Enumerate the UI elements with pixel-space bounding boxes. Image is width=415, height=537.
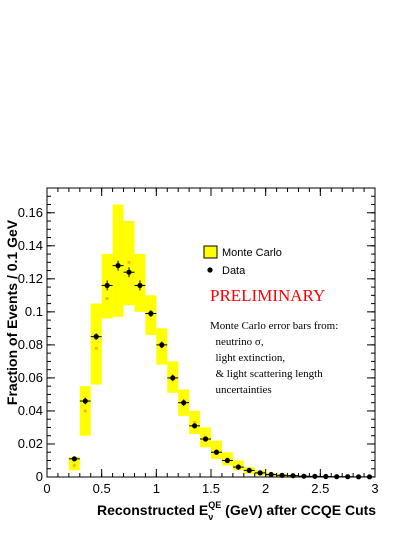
note-line: uncertainties — [210, 384, 272, 396]
preliminary-label: PRELIMINARY — [210, 286, 325, 305]
x-axis-title-subscript: ν — [208, 512, 213, 522]
x-tick-label: 1 — [153, 481, 160, 496]
legend-data-marker — [207, 267, 213, 273]
mc-band-bin — [68, 457, 80, 471]
data-point — [213, 449, 220, 455]
x-axis-title-rest: (GeV) after CCQE Cuts — [221, 502, 376, 518]
x-axis-title-superscript: QE — [208, 500, 221, 510]
data-point — [312, 473, 318, 479]
data-point — [71, 456, 77, 462]
data-point — [148, 310, 154, 317]
y-tick-label: 0 — [36, 469, 43, 484]
note-line: Monte Carlo error bars from: — [210, 320, 338, 332]
error-note: Monte Carlo error bars from: neutrino σ,… — [210, 320, 338, 396]
legend: Monte Carlo Data — [203, 245, 282, 277]
y-tick-label: 0.12 — [18, 271, 43, 286]
y-axis-ticks: 0 0.02 0.04 0.06 0.08 0.1 0.12 0.14 0.16 — [18, 187, 375, 484]
mc-band-bin — [112, 204, 124, 317]
y-tick-label: 0.02 — [18, 436, 43, 451]
data-point — [301, 473, 307, 479]
mc-band-bin — [90, 303, 102, 385]
mc-central-point — [193, 420, 197, 425]
data-point — [235, 464, 241, 470]
y-tick-label: 0.04 — [18, 403, 43, 418]
x-axis-title: Reconstructed EQE ν (GeV) after CCQE Cuts — [97, 500, 376, 522]
data-point — [82, 398, 88, 404]
data-point — [115, 263, 121, 269]
y-tick-label: 0.08 — [18, 337, 43, 352]
data-point — [257, 470, 263, 476]
x-tick-label: 2.5 — [311, 481, 329, 496]
x-axis-ticks: 0 0.5 1 1.5 2 2.5 3 — [43, 188, 379, 496]
data-point — [170, 375, 176, 381]
mc-central-point — [127, 260, 131, 264]
note-line: & light scattering length — [210, 368, 323, 380]
y-tick-label: 0.16 — [18, 205, 43, 220]
data-point — [268, 471, 274, 478]
data-point — [93, 334, 99, 340]
y-axis-title: Fraction of Events / 0.1 GeV — [4, 219, 20, 405]
x-tick-label: 0 — [43, 481, 50, 496]
data-point — [104, 282, 110, 289]
data-point — [126, 269, 132, 275]
note-line: neutrino σ, — [210, 336, 264, 348]
data-point — [137, 282, 143, 289]
legend-mc-label: Monte Carlo — [222, 247, 282, 259]
data-point — [224, 457, 230, 464]
mc-central-point — [94, 346, 98, 350]
mc-central-point — [105, 297, 109, 301]
mc-central-point — [72, 463, 76, 468]
x-axis-title-main: Reconstructed E — [97, 502, 208, 518]
x-tick-label: 3 — [371, 481, 378, 496]
y-tick-label: 0.1 — [25, 304, 43, 319]
legend-data-label: Data — [222, 265, 246, 277]
y-tick-label: 0.14 — [18, 238, 43, 253]
note-line: light extinction, — [210, 352, 285, 364]
mc-central-point — [83, 409, 87, 413]
x-tick-label: 0.5 — [93, 481, 111, 496]
x-tick-label: 1.5 — [202, 481, 220, 496]
legend-mc-swatch — [203, 245, 218, 259]
data-point — [181, 400, 187, 406]
y-tick-label: 0.06 — [18, 370, 43, 385]
data-point — [246, 467, 252, 473]
data-point — [202, 436, 209, 442]
x-tick-label: 2 — [262, 481, 269, 496]
data-point — [159, 342, 165, 348]
data-point — [192, 423, 198, 429]
